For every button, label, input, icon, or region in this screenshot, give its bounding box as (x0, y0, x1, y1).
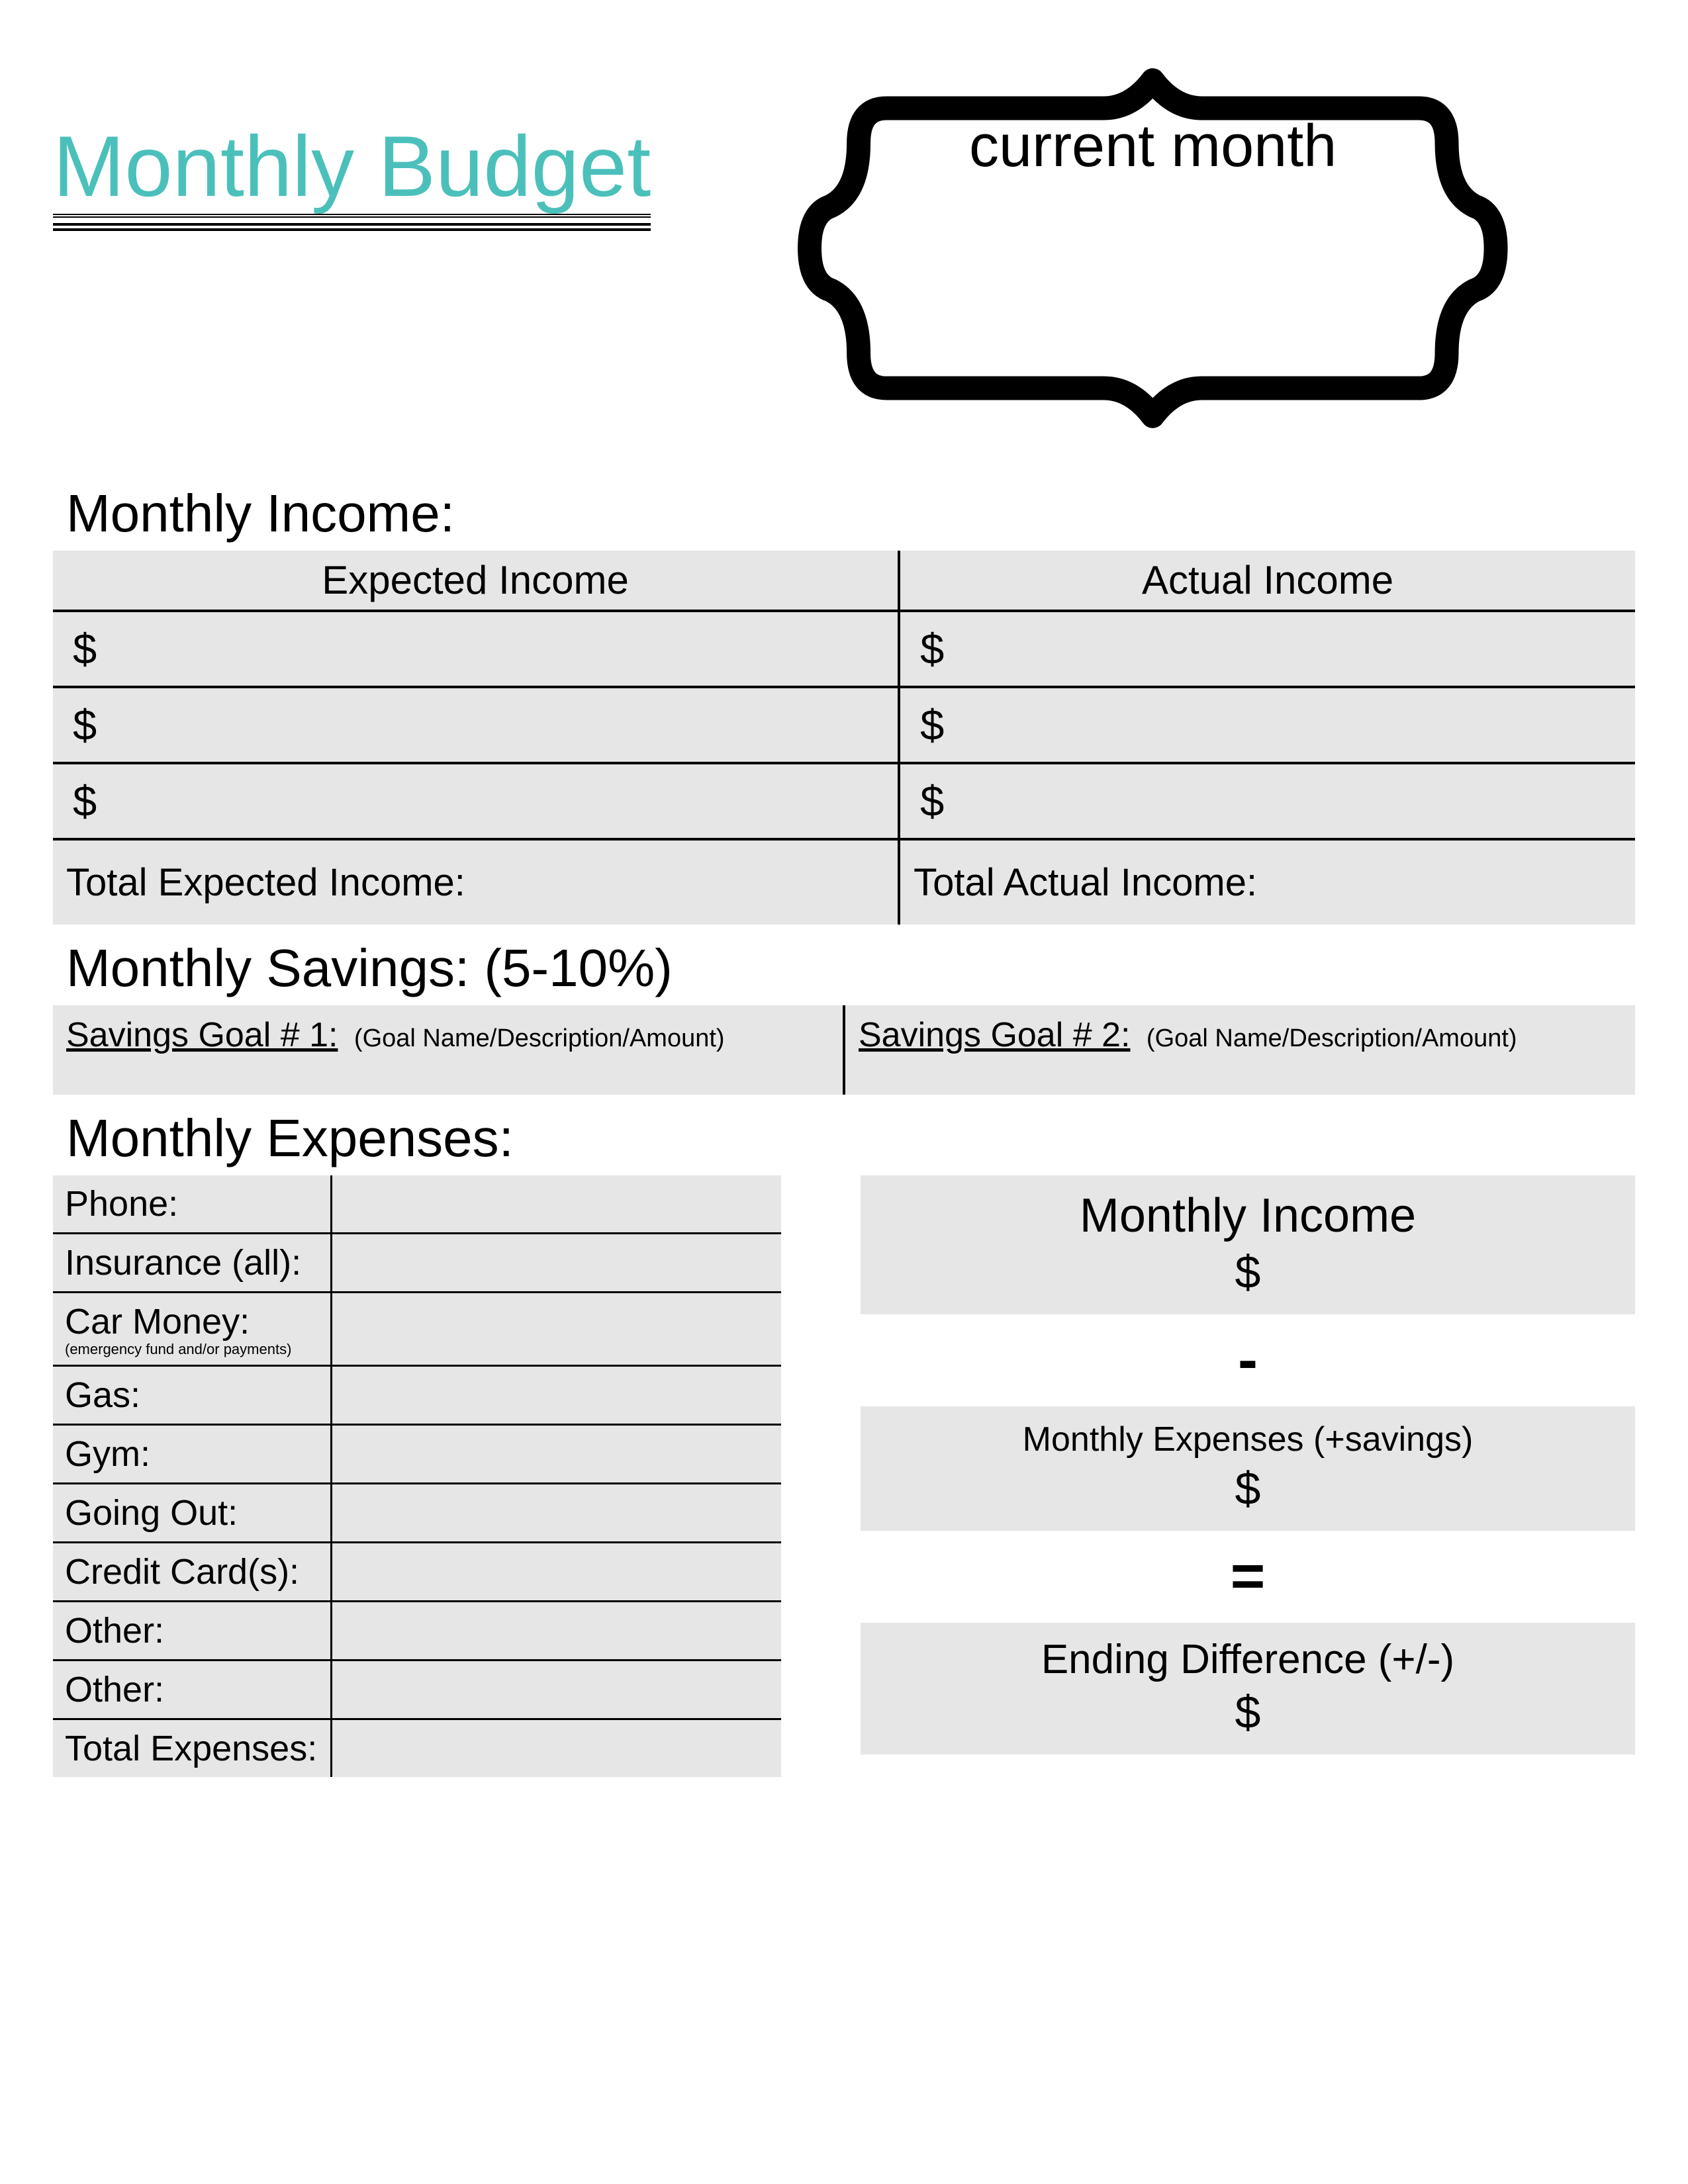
minus-operator: - (861, 1326, 1635, 1394)
expense-label: Other: (53, 1661, 331, 1719)
savings-goal-1[interactable]: Savings Goal # 1: (Goal Name/Description… (53, 1005, 845, 1095)
summary-expenses-title: Monthly Expenses (+savings) (867, 1420, 1628, 1459)
savings-goal-1-label: Savings Goal # 1: (66, 1015, 338, 1055)
expense-label: Credit Card(s): (53, 1543, 331, 1602)
current-month-frame[interactable]: current month (671, 66, 1635, 430)
expense-value[interactable] (331, 1425, 781, 1484)
expense-value[interactable] (331, 1602, 781, 1661)
savings-goal-2-label: Savings Goal # 2: (859, 1015, 1130, 1055)
header-row: Monthly Budget current month (53, 66, 1635, 430)
summary-expenses-value[interactable]: $ (867, 1462, 1628, 1515)
summary-income-box: Monthly Income $ (861, 1175, 1635, 1314)
savings-hint: (Goal Name/Description/Amount) (354, 1024, 725, 1052)
expense-row: Gas: (53, 1366, 781, 1425)
summary-ending-value[interactable]: $ (867, 1686, 1628, 1739)
income-row: $ $ (53, 687, 1635, 763)
savings-hint: (Goal Name/Description/Amount) (1147, 1024, 1517, 1052)
summary-ending-box: Ending Difference (+/-) $ (861, 1623, 1635, 1754)
expenses-heading: Monthly Expenses: (66, 1108, 1635, 1169)
actual-cell[interactable]: $ (899, 687, 1635, 763)
title-block: Monthly Budget (53, 66, 651, 231)
expense-value[interactable] (331, 1661, 781, 1719)
expense-sublabel: (emergency fund and/or payments) (65, 1342, 318, 1357)
expected-header: Expected Income (53, 551, 899, 611)
expense-label: Gym: (53, 1425, 331, 1484)
title-underline (53, 219, 651, 226)
expected-cell[interactable]: $ (53, 687, 899, 763)
income-heading: Monthly Income: (66, 483, 1635, 544)
income-row: $ $ (53, 763, 1635, 839)
summary-income-value[interactable]: $ (867, 1246, 1628, 1298)
expense-label: Phone: (53, 1175, 331, 1234)
actual-cell[interactable]: $ (899, 611, 1635, 687)
current-month-label: current month (671, 113, 1635, 181)
income-row: $ $ (53, 611, 1635, 687)
summary-expenses-box: Monthly Expenses (+savings) $ (861, 1406, 1635, 1531)
title-underline (53, 226, 651, 231)
savings-heading: Monthly Savings: (5-10%) (66, 938, 1635, 999)
total-expected-label: Total Expected Income: (53, 839, 899, 925)
expected-cell[interactable]: $ (53, 611, 899, 687)
expenses-area: Phone: Insurance (all): Car Money: (emer… (53, 1175, 1635, 1777)
expense-row: Insurance (all): (53, 1234, 781, 1293)
summary-ending-title: Ending Difference (+/-) (867, 1636, 1628, 1683)
expense-row: Going Out: (53, 1484, 781, 1543)
expense-row: Car Money: (emergency fund and/or paymen… (53, 1293, 781, 1366)
expense-value[interactable] (331, 1719, 781, 1778)
summary-income-title: Monthly Income (867, 1189, 1628, 1243)
expense-value[interactable] (331, 1484, 781, 1543)
expense-label: Car Money: (emergency fund and/or paymen… (53, 1293, 331, 1366)
actual-cell[interactable]: $ (899, 763, 1635, 839)
actual-header: Actual Income (899, 551, 1635, 611)
expense-row: Other: (53, 1602, 781, 1661)
expense-value[interactable] (331, 1293, 781, 1366)
expense-row: Gym: (53, 1425, 781, 1484)
expense-row: Credit Card(s): (53, 1543, 781, 1602)
expense-total-row: Total Expenses: (53, 1719, 781, 1778)
expense-table: Phone: Insurance (all): Car Money: (emer… (53, 1175, 781, 1777)
expense-label-text: Car Money: (65, 1302, 250, 1342)
expense-value[interactable] (331, 1543, 781, 1602)
expense-value[interactable] (331, 1175, 781, 1234)
equals-operator: = (861, 1543, 1635, 1611)
expense-label: Insurance (all): (53, 1234, 331, 1293)
expense-label: Gas: (53, 1366, 331, 1425)
savings-goal-2[interactable]: Savings Goal # 2: (Goal Name/Description… (845, 1005, 1635, 1095)
expense-value[interactable] (331, 1366, 781, 1425)
expected-cell[interactable]: $ (53, 763, 899, 839)
expense-label: Going Out: (53, 1484, 331, 1543)
income-total-row: Total Expected Income: Total Actual Inco… (53, 839, 1635, 925)
income-header-row: Expected Income Actual Income (53, 551, 1635, 611)
expense-row: Other: (53, 1661, 781, 1719)
expense-row: Phone: (53, 1175, 781, 1234)
expense-value[interactable] (331, 1234, 781, 1293)
savings-block: Savings Goal # 1: (Goal Name/Description… (53, 1005, 1635, 1095)
income-table: Expected Income Actual Income $ $ $ $ $ … (53, 551, 1635, 925)
total-actual-label: Total Actual Income: (899, 839, 1635, 925)
expense-label: Total Expenses: (53, 1719, 331, 1778)
page-title: Monthly Budget (53, 119, 651, 218)
summary-column: Monthly Income $ - Monthly Expenses (+sa… (861, 1175, 1635, 1754)
expense-label: Other: (53, 1602, 331, 1661)
